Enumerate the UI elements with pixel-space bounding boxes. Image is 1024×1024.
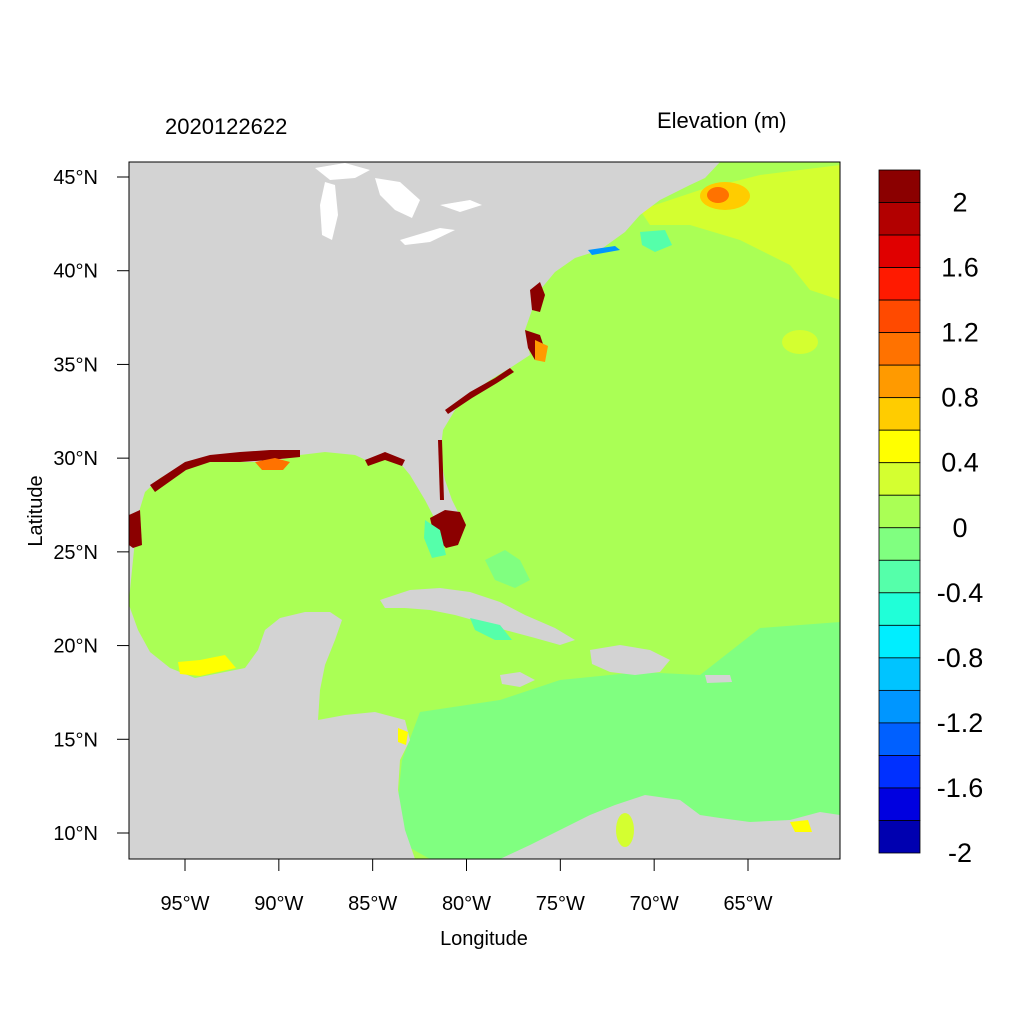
- x-tick-label: 95°W: [160, 893, 209, 915]
- venezuela-coast-yellow: [790, 820, 812, 832]
- colorbar-label: 0.8: [941, 383, 979, 413]
- y-tick-label: 25°N: [53, 542, 98, 564]
- colorbar-label: -1.6: [937, 773, 984, 803]
- colorbar-swatch: [878, 299, 921, 334]
- colorbar-swatch: [878, 429, 921, 464]
- colorbar-swatch: [878, 332, 921, 366]
- colorbar-swatch: [878, 364, 921, 399]
- map-frame: [128, 161, 841, 860]
- colorbar-swatch: [878, 234, 921, 268]
- colorbar-swatch: [878, 202, 921, 236]
- land-puerto-rico: [705, 675, 732, 683]
- colorbar-swatch: [878, 755, 921, 789]
- x-axis-title: Longitude: [440, 928, 528, 950]
- y-tick-label: 30°N: [53, 448, 98, 470]
- colorbar-swatch: [878, 722, 921, 756]
- colorbar-swatch: [878, 462, 921, 496]
- x-tick-label: 90°W: [254, 893, 303, 915]
- florida-east-coast-surge: [438, 440, 444, 500]
- colorbar-label: 1.2: [941, 318, 979, 348]
- land-mexico-central-america: [129, 605, 415, 859]
- colorbar-swatch: [878, 820, 921, 854]
- colorbar-swatch: [878, 689, 921, 724]
- south-florida-west-shelf: [424, 520, 446, 558]
- cape-cod-negative: [640, 230, 672, 252]
- x-axis-ticks: 95°W 90°W 85°W 80°W 75°W 70°W 65°W: [160, 859, 773, 915]
- land-south-america: [500, 795, 840, 859]
- map-panel: [129, 162, 840, 859]
- louisiana-surge-orange: [255, 458, 290, 470]
- colorbar-swatch: [878, 397, 921, 431]
- land-hispaniola: [590, 645, 670, 675]
- bahamas-bank: [485, 550, 530, 588]
- yucatan-west-coast-yellow: [178, 655, 236, 676]
- y-axis-ticks: 45°N 40°N 35°N 30°N 25°N 20°N 15°N 10°N: [53, 167, 129, 845]
- georgia-carolina-surge: [445, 368, 514, 414]
- y-tick-label: 10°N: [53, 823, 98, 845]
- x-tick-label: 85°W: [348, 893, 397, 915]
- x-tick-label: 80°W: [442, 893, 491, 915]
- colorbar-label: -1.2: [937, 708, 984, 738]
- colorbar-label: -0.8: [937, 643, 984, 673]
- cuba-south-shelf: [470, 618, 512, 640]
- chesapeake-surge-orange: [535, 340, 548, 362]
- texas-coast-surge: [129, 510, 142, 548]
- x-tick-label: 65°W: [723, 893, 772, 915]
- long-island-sound-negative: [588, 246, 620, 255]
- lake-ontario: [440, 200, 482, 212]
- colorbar-label: -2: [948, 838, 972, 868]
- chesapeake-surge: [530, 282, 545, 312]
- lake-superior: [315, 163, 370, 180]
- y-tick-label: 20°N: [53, 636, 98, 658]
- gulf-of-maine-surge-core: [707, 187, 729, 203]
- honduras-coast-yellow: [398, 728, 408, 745]
- colorbar-swatch: [878, 624, 921, 659]
- colorbar-swatch: [878, 494, 921, 529]
- big-bend-surge: [365, 452, 405, 466]
- y-tick-label: 40°N: [53, 261, 98, 283]
- colorbar-swatch: [878, 787, 921, 821]
- y-axis-title: Latitude: [25, 475, 47, 546]
- colorbar-swatch: [878, 657, 921, 691]
- timestamp-label: 2020122622: [165, 114, 287, 139]
- colorbar-label: 1.6: [941, 253, 979, 283]
- colorbar-swatch: [878, 592, 921, 626]
- land-jamaica: [500, 672, 535, 687]
- colorbar-swatch: [878, 559, 921, 594]
- colorbar-title: Elevation (m): [657, 108, 787, 133]
- lake-erie: [400, 228, 455, 245]
- y-tick-label: 15°N: [53, 729, 98, 751]
- x-tick-label: 70°W: [630, 893, 679, 915]
- colorbar-swatch: [878, 527, 921, 561]
- colorbar-swatch: [878, 267, 921, 301]
- colorbar: 2 1.6 1.2 0.8 0.4 0 -0.4 -0.8 -1.2 -1.6 -2: [878, 169, 984, 868]
- offshore-blob: [782, 330, 818, 354]
- colorbar-label: 2: [952, 188, 967, 218]
- lake-huron: [375, 178, 420, 218]
- land-cuba: [380, 588, 575, 645]
- colorbar-label: -0.4: [937, 578, 984, 608]
- land-north-america: [129, 162, 720, 600]
- x-tick-label: 75°W: [536, 893, 585, 915]
- colorbar-label: 0: [952, 513, 967, 543]
- colorbar-swatch: [878, 169, 921, 203]
- y-tick-label: 45°N: [53, 167, 98, 189]
- lake-michigan: [320, 182, 338, 240]
- y-tick-label: 35°N: [53, 354, 98, 376]
- lake-maracaibo: [616, 813, 634, 847]
- northeast-positive-region: [640, 165, 840, 300]
- colorbar-label: 0.4: [941, 448, 979, 478]
